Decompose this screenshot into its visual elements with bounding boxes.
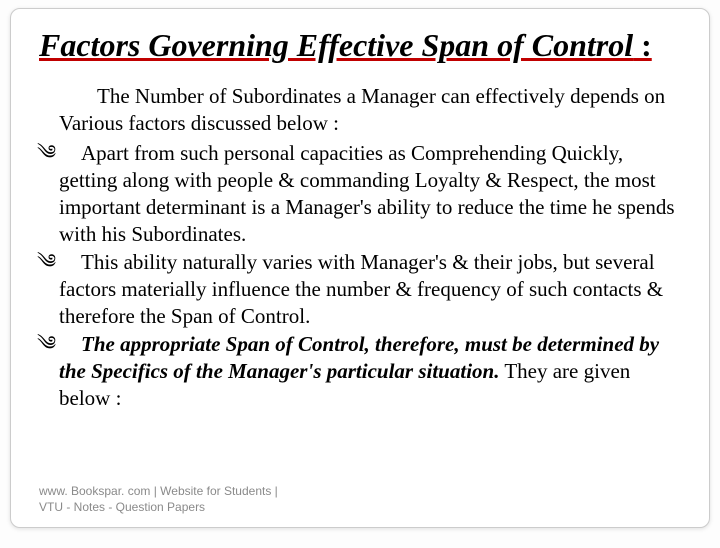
slide-container: Factors Governing Effective Span of Cont… — [10, 8, 710, 528]
list-item-text: This ability naturally varies with Manag… — [59, 249, 681, 331]
list-item-text: The appropriate Span of Control, therefo… — [59, 331, 681, 413]
title-colon: : — [633, 27, 652, 63]
footer-line-2: VTU - Notes - Question Papers — [39, 499, 278, 515]
bullet-list: ༄ Apart from such personal capacities as… — [39, 140, 681, 413]
list-item: ༄ Apart from such personal capacities as… — [59, 140, 681, 249]
slide-title: Factors Governing Effective Span of Cont… — [39, 25, 681, 65]
slide-footer: www. Bookspar. com | Website for Student… — [39, 483, 278, 515]
bullet-icon: ༄ — [37, 249, 56, 275]
bullet-icon: ༄ — [37, 140, 56, 166]
list-item: ༄ This ability naturally varies with Man… — [59, 249, 681, 331]
title-text: Factors Governing Effective Span of Cont… — [39, 27, 633, 63]
intro-paragraph: The Number of Subordinates a Manager can… — [59, 83, 681, 138]
list-item-text: Apart from such personal capacities as C… — [59, 140, 681, 249]
footer-line-1: www. Bookspar. com | Website for Student… — [39, 483, 278, 499]
list-item: ༄ The appropriate Span of Control, there… — [59, 331, 681, 413]
bullet-icon: ༄ — [37, 331, 56, 357]
